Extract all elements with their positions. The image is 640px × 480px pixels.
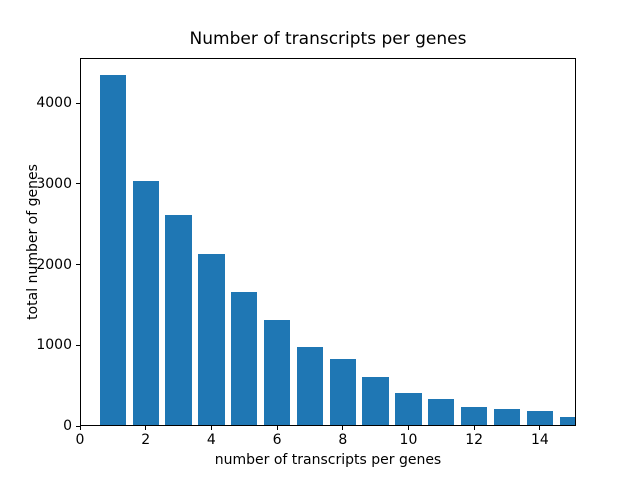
- y-tick-label: 1000: [36, 337, 72, 354]
- x-tick-label: 4: [206, 432, 216, 448]
- x-tick-label: 0: [75, 432, 85, 448]
- y-tick-mark: [76, 264, 80, 266]
- x-tick-mark: [145, 426, 147, 430]
- y-tick-mark: [76, 183, 80, 185]
- plot-area: [80, 58, 576, 426]
- y-tick-label: 4000: [36, 95, 72, 112]
- y-tick-label: 3000: [36, 175, 72, 192]
- x-tick-mark: [210, 426, 212, 430]
- bar-x6: [263, 319, 291, 426]
- bar-x15: [559, 417, 576, 426]
- x-tick-label: 6: [272, 432, 282, 448]
- chart-title: Number of transcripts per genes: [189, 29, 467, 49]
- bar-x9: [362, 377, 389, 426]
- x-tick-label: 10: [399, 432, 418, 448]
- bar-x11: [428, 398, 455, 426]
- x-tick-label: 2: [141, 432, 151, 448]
- x-tick-mark: [539, 426, 541, 430]
- y-tick-label: 0: [63, 418, 72, 434]
- x-tick-mark: [473, 426, 475, 430]
- bar-x4: [198, 254, 225, 426]
- y-tick-mark: [76, 344, 80, 346]
- bar-x2: [132, 181, 159, 426]
- x-tick-label: 14: [530, 432, 549, 448]
- y-tick-mark: [76, 425, 80, 427]
- bar-x1: [99, 74, 126, 426]
- x-tick-mark: [407, 426, 409, 430]
- bar-x5: [231, 292, 258, 426]
- x-axis-label: number of transcripts per genes: [214, 452, 442, 468]
- x-tick-mark: [342, 426, 344, 430]
- bar-x10: [395, 392, 422, 426]
- bar-x14: [526, 411, 553, 426]
- bar-x12: [461, 407, 488, 426]
- bar-x13: [493, 409, 521, 426]
- bar-x3: [165, 215, 192, 426]
- x-tick-label: 8: [338, 432, 348, 448]
- x-tick-label: 12: [465, 432, 484, 448]
- y-tick-label: 2000: [36, 256, 72, 273]
- x-tick-mark: [79, 426, 81, 430]
- bar-x8: [329, 359, 356, 426]
- bar-x7: [296, 346, 324, 426]
- x-tick-mark: [276, 426, 278, 430]
- y-tick-mark: [76, 102, 80, 104]
